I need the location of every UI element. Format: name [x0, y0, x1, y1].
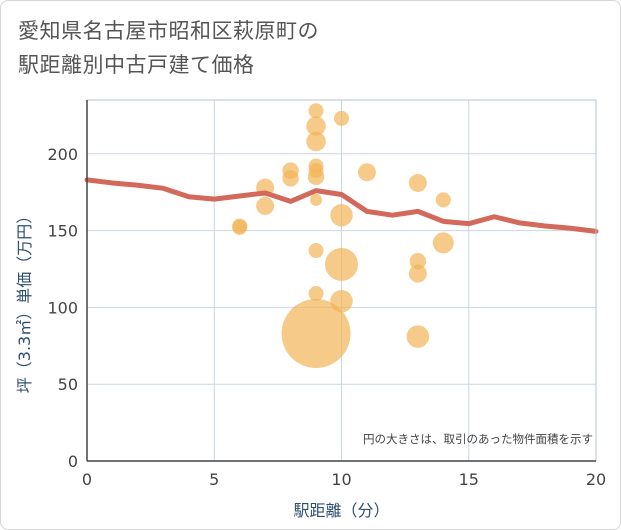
x-tick-label: 20: [586, 470, 606, 489]
data-bubble: [307, 168, 325, 186]
data-bubble: [282, 170, 299, 187]
data-bubble: [406, 325, 430, 348]
data-bubble: [409, 253, 427, 270]
trend-layer: [84, 177, 599, 234]
y-tick-label: 150: [47, 222, 78, 241]
chart-title: 愛知県名古屋市昭和区萩原町の 駅距離別中古戸建て価格: [18, 19, 319, 77]
x-axis-label: 駅距離（分）: [293, 501, 389, 520]
data-bubble: [325, 247, 358, 281]
data-bubble: [306, 116, 326, 136]
data-bubble: [408, 173, 427, 192]
data-bubble: [281, 298, 351, 368]
x-tick-label: 15: [459, 470, 479, 489]
data-bubble: [330, 289, 353, 313]
data-bubble: [256, 196, 275, 215]
x-tick-label: 5: [209, 470, 219, 489]
size-note: 円の大きさは、取引のあった物件面積を示す: [363, 432, 593, 446]
trend-line: [84, 177, 599, 234]
y-tick-label: 100: [47, 298, 78, 317]
data-bubble: [330, 203, 353, 227]
y-axis-label: 坪（3.3㎡）単価（万円）: [15, 208, 34, 393]
y-tick-label: 200: [47, 145, 78, 164]
y-tick-label: 50: [58, 375, 78, 394]
x-tick-label: 0: [82, 470, 92, 489]
data-bubble: [306, 131, 326, 152]
axes: [86, 99, 597, 462]
data-bubble: [357, 163, 376, 182]
bubbles-layer: [232, 103, 454, 368]
data-bubble: [308, 243, 324, 259]
y-tick-label: 0: [68, 452, 78, 471]
data-bubble: [408, 264, 427, 283]
data-bubble: [334, 110, 349, 126]
data-bubble: [432, 232, 454, 254]
data-bubble: [435, 192, 451, 208]
data-bubble: [308, 286, 324, 302]
data-bubble: [310, 193, 323, 206]
data-bubble: [232, 218, 248, 234]
x-tick-label: 10: [331, 470, 351, 489]
data-bubble: [308, 103, 324, 119]
